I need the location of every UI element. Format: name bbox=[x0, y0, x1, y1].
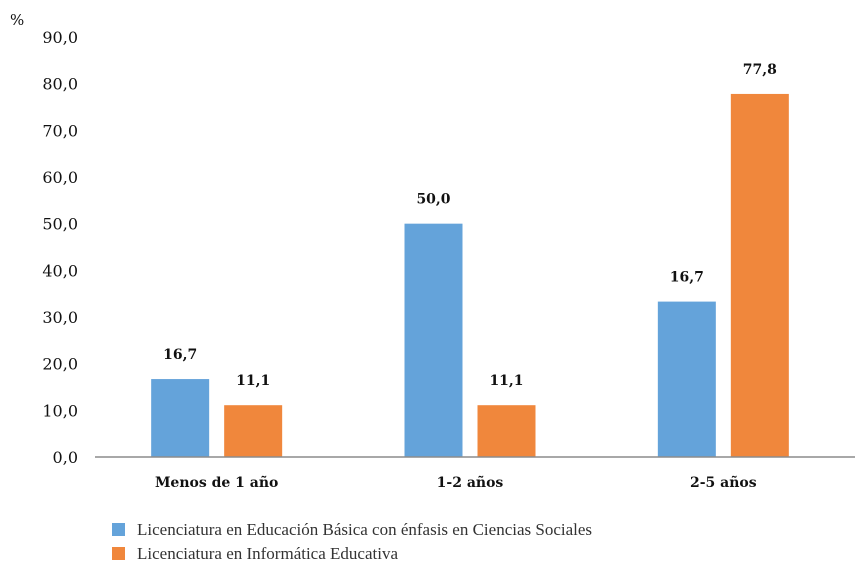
bars: 16,7 11,1 50,0 11,1 16,7 77,8 bbox=[151, 62, 789, 457]
y-axis-ticks: 0,0 10,0 20,0 30,0 40,0 50,0 60,0 70,0 80,0 90,0 bbox=[42, 28, 78, 467]
legend: Licenciatura en Educación Básica con énf… bbox=[112, 520, 592, 563]
legend-swatch bbox=[112, 523, 125, 536]
y-tick-label: 90,0 bbox=[42, 28, 78, 47]
y-tick-label: 60,0 bbox=[42, 168, 78, 187]
y-tick-label: 70,0 bbox=[42, 121, 78, 140]
category-label: 1-2 años bbox=[437, 474, 504, 491]
y-tick-label: 80,0 bbox=[42, 75, 78, 94]
y-tick-label: 40,0 bbox=[42, 261, 78, 280]
category-labels: Menos de 1 año 1-2 años 2-5 años bbox=[155, 474, 757, 491]
bar bbox=[657, 301, 716, 457]
y-tick-label: 30,0 bbox=[42, 308, 78, 327]
data-label: 16,7 bbox=[670, 270, 704, 286]
bar bbox=[151, 379, 210, 457]
bar bbox=[404, 223, 463, 457]
bar bbox=[730, 93, 789, 457]
y-tick-label: 20,0 bbox=[42, 355, 78, 374]
data-label: 11,1 bbox=[236, 373, 270, 389]
data-label: 50,0 bbox=[416, 192, 450, 208]
legend-swatch bbox=[112, 547, 125, 560]
data-label: 77,8 bbox=[743, 62, 777, 78]
bar bbox=[224, 405, 283, 457]
data-label: 16,7 bbox=[163, 347, 197, 363]
bar bbox=[477, 405, 536, 457]
y-tick-label: 10,0 bbox=[42, 401, 78, 420]
y-tick-label: 50,0 bbox=[42, 215, 78, 234]
category-label: 2-5 años bbox=[690, 474, 757, 491]
legend-label: Licenciatura en Informática Educativa bbox=[137, 544, 398, 563]
legend-label: Licenciatura en Educación Básica con énf… bbox=[137, 520, 592, 539]
y-tick-label: 0,0 bbox=[53, 448, 78, 467]
data-label: 11,1 bbox=[489, 373, 523, 389]
category-label: Menos de 1 año bbox=[155, 474, 278, 491]
y-axis-unit: % bbox=[10, 11, 24, 29]
